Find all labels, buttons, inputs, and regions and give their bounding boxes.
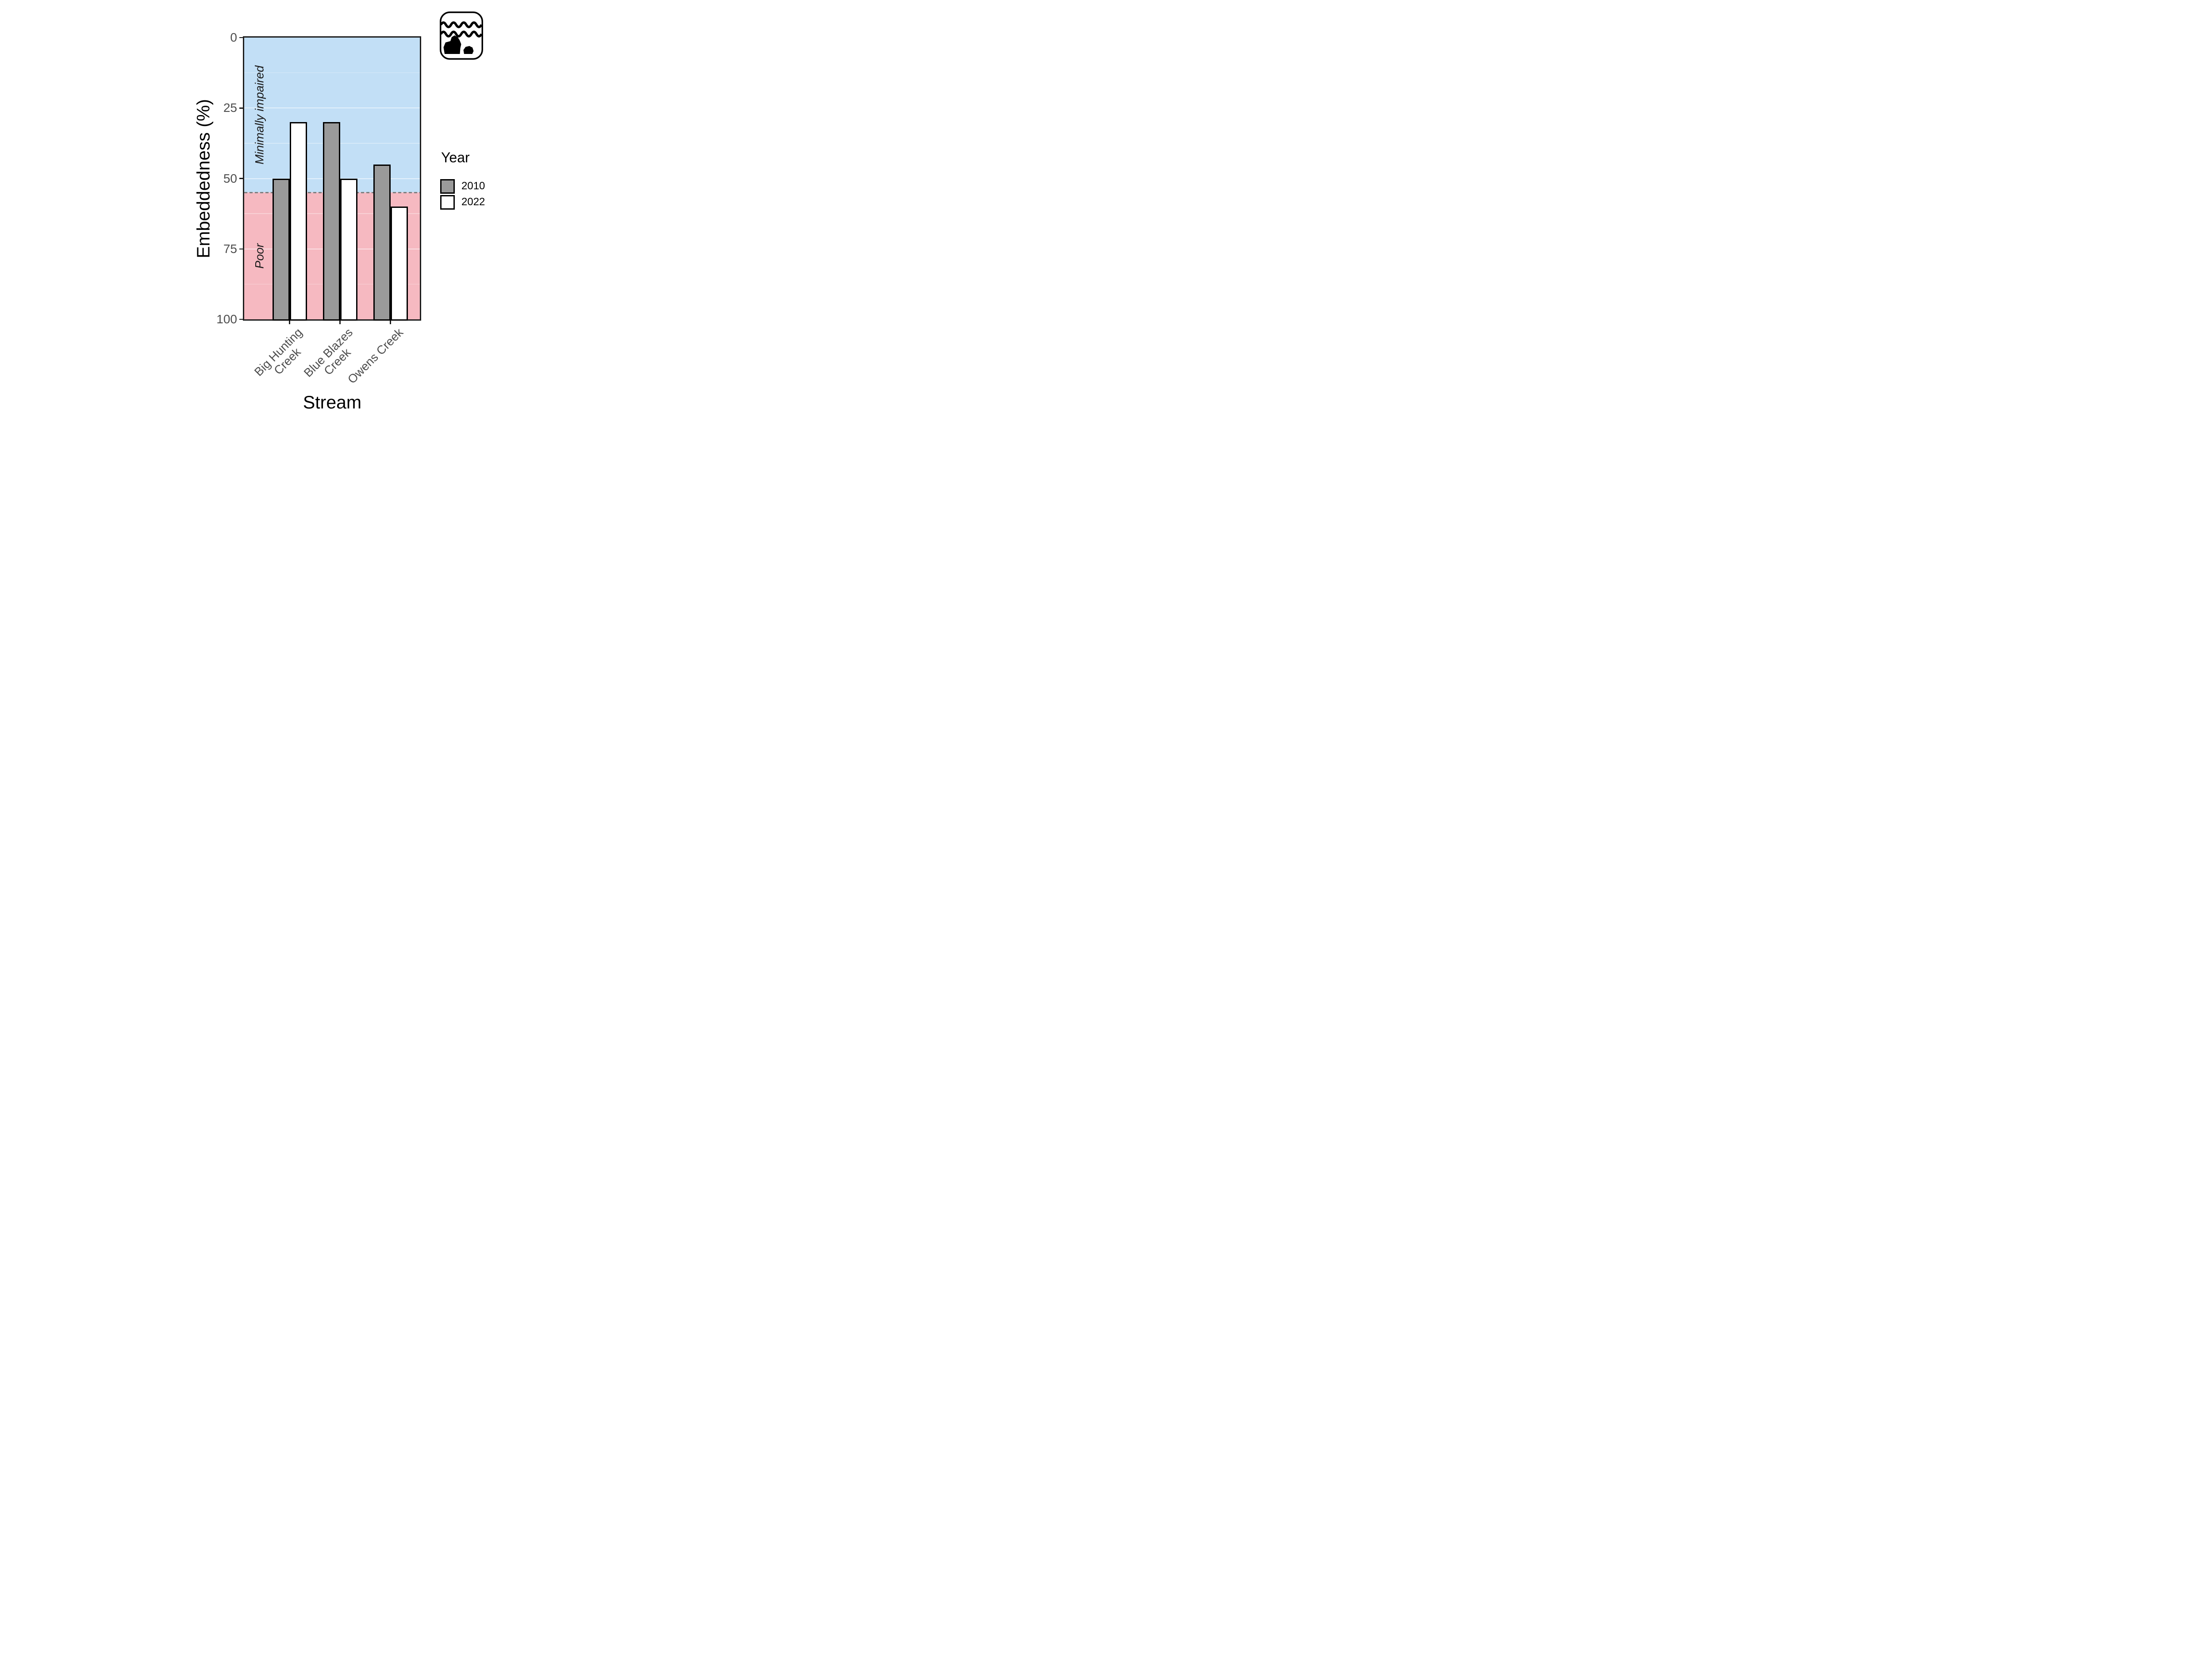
x-tick-mark — [339, 321, 341, 324]
bar-2022-big-hunting-creek — [290, 122, 307, 321]
y-tick-label: 100 — [216, 312, 237, 326]
legend-item-2010: 2010 — [440, 178, 485, 194]
y-tick-label: 0 — [230, 31, 237, 44]
plot-panel: Minimally impaired Poor — [243, 36, 421, 321]
y-tick-mark — [239, 318, 243, 320]
legend-item-2022: 2022 — [440, 194, 485, 210]
legend-title: Year — [441, 149, 470, 165]
y-tick-mark — [239, 37, 243, 38]
y-tick-mark — [239, 178, 243, 179]
y-tick-label: 50 — [223, 171, 237, 185]
bar-2022-blue-blazes-creek — [340, 178, 357, 321]
region-label-poor: Poor — [253, 243, 266, 269]
x-tick-mark — [289, 321, 290, 324]
legend-swatch-2010 — [440, 179, 455, 194]
stream-water-and-rocks-icon — [440, 11, 483, 62]
y-tick-label: 25 — [223, 101, 237, 115]
legend-label-2010: 2010 — [461, 180, 485, 192]
x-tick-mark — [390, 321, 391, 324]
y-axis-title: Embeddedness (%) — [193, 99, 214, 259]
y-tick-mark — [239, 107, 243, 109]
figure-canvas: Embeddedness (%) Stream Minimally impair… — [0, 0, 670, 414]
bar-2010-owens-creek — [373, 164, 391, 321]
y-tick-label: 75 — [223, 241, 237, 256]
y-tick-mark — [239, 248, 243, 249]
bar-2010-big-hunting-creek — [272, 178, 290, 321]
region-label-minimally-impaired: Minimally impaired — [253, 65, 266, 165]
x-category-label-big-hunting-creek: Big Hunting Creek — [252, 326, 305, 379]
legend: Year 2010 2022 — [440, 149, 485, 210]
bar-2022-owens-creek — [391, 207, 408, 321]
bar-2010-blue-blazes-creek — [323, 122, 340, 321]
legend-label-2022: 2022 — [461, 196, 485, 208]
legend-swatch-2022 — [440, 195, 455, 210]
major-gridline — [244, 107, 420, 109]
x-axis-title: Stream — [303, 392, 362, 413]
